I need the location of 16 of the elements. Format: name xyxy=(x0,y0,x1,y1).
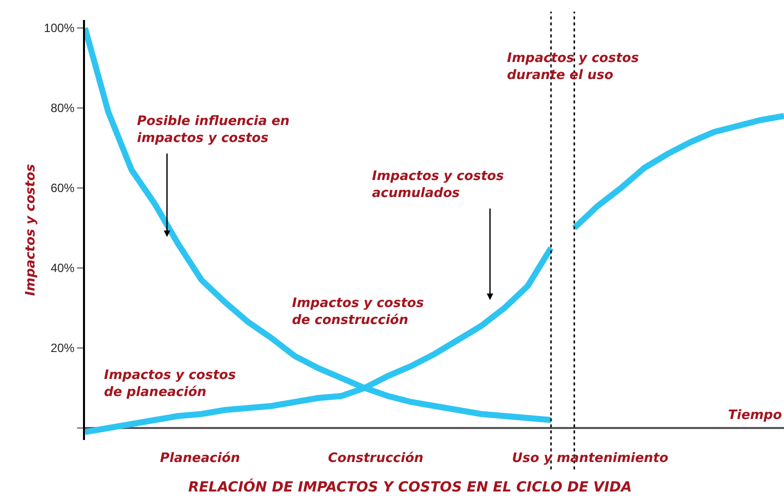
text: Uso y mantenimiento xyxy=(512,451,668,466)
y-tick-label: 60% xyxy=(50,181,75,196)
text: Construcción xyxy=(328,451,424,466)
y-axis-title: Impactos y costos xyxy=(23,164,38,296)
y-tick-label: 80% xyxy=(50,101,75,116)
y-tick-label: 20% xyxy=(50,341,75,356)
text: RELACIÓN DE IMPACTOS Y COSTOS EN EL CICLO DE VIDA xyxy=(188,478,632,496)
annotation: Posible influencia en impactos y costos xyxy=(137,114,290,146)
annotation: Impactos y costos de construcción xyxy=(292,296,424,328)
annotation: Tiempo xyxy=(728,408,782,423)
text: Planeación xyxy=(160,451,240,466)
annotation: Impactos y costos acumulados xyxy=(372,169,504,201)
y-tick-label: 40% xyxy=(50,261,75,276)
annotation: Impactos y costos durante el uso xyxy=(507,51,640,83)
annotation: Impactos y costos de planeación xyxy=(104,368,236,400)
y-tick-label: 100% xyxy=(44,21,75,36)
